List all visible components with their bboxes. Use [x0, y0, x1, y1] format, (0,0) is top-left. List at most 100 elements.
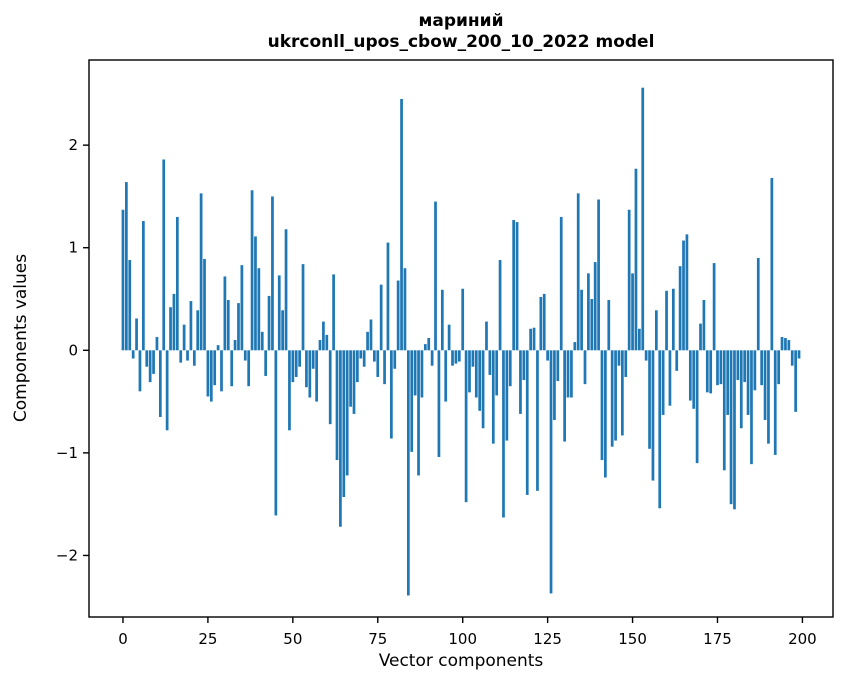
bar — [685, 234, 689, 351]
bar — [213, 350, 217, 386]
bar — [423, 344, 427, 351]
bar — [406, 350, 410, 596]
bar — [457, 350, 461, 362]
bar — [128, 260, 132, 351]
bar — [763, 350, 767, 421]
bar — [661, 350, 665, 415]
bar — [468, 350, 471, 393]
bar — [291, 350, 295, 383]
bar — [790, 350, 794, 366]
bar — [671, 288, 675, 351]
bar — [546, 350, 549, 361]
bar — [471, 350, 475, 367]
bar — [597, 199, 600, 351]
bar — [617, 350, 621, 366]
bar — [152, 350, 155, 374]
bar — [502, 350, 505, 518]
bar — [512, 220, 516, 351]
x-tick-label: 175 — [703, 630, 732, 648]
bar — [580, 289, 583, 351]
bar — [549, 350, 553, 594]
bar — [651, 350, 655, 481]
bar — [332, 274, 335, 351]
x-tick-label: 25 — [198, 630, 217, 648]
bar — [247, 350, 251, 387]
bar — [158, 350, 162, 417]
bar — [638, 328, 641, 351]
bar — [356, 350, 359, 383]
bar — [444, 350, 448, 402]
bar — [131, 350, 135, 359]
y-tick-label: 2 — [68, 136, 78, 154]
bar — [760, 350, 764, 386]
bar — [366, 331, 369, 351]
bar — [281, 310, 284, 351]
bar — [318, 340, 322, 351]
bar — [532, 327, 536, 351]
x-tick-label: 75 — [368, 630, 387, 648]
bar — [230, 350, 234, 387]
bar — [226, 300, 230, 351]
bar — [682, 240, 685, 351]
bar — [145, 350, 149, 367]
bar — [787, 340, 791, 351]
bar — [274, 350, 278, 516]
bar — [525, 350, 529, 495]
bar — [573, 342, 577, 351]
bar — [349, 350, 352, 407]
bar — [220, 350, 223, 392]
bar — [716, 350, 719, 386]
bar — [257, 268, 261, 351]
bar — [600, 350, 604, 461]
bar — [322, 321, 325, 351]
bar — [485, 321, 488, 351]
bar — [294, 350, 298, 377]
bar — [644, 350, 648, 361]
bar — [216, 345, 220, 351]
bar — [301, 264, 305, 351]
bar — [339, 350, 342, 527]
bar — [345, 350, 349, 476]
bar — [498, 260, 502, 351]
bar — [610, 350, 614, 447]
bar — [773, 350, 777, 455]
bar — [641, 87, 645, 351]
bar — [692, 350, 696, 409]
bar — [743, 350, 747, 383]
bar — [607, 300, 611, 351]
bar — [237, 303, 240, 351]
bar — [522, 350, 526, 381]
bar — [203, 259, 206, 351]
bar — [264, 350, 268, 376]
bar — [138, 350, 142, 392]
bar — [756, 257, 760, 351]
bar — [750, 350, 753, 465]
bar — [780, 336, 784, 351]
bar — [125, 182, 128, 351]
bar — [186, 350, 189, 361]
bar — [284, 229, 288, 351]
bar — [491, 350, 495, 444]
bar — [430, 350, 434, 366]
bar — [451, 350, 454, 366]
bar — [199, 193, 203, 351]
bar — [593, 262, 597, 351]
x-tick-label: 200 — [788, 630, 817, 648]
bar — [505, 350, 509, 441]
bar — [583, 350, 587, 385]
bar — [328, 350, 332, 425]
bar — [739, 350, 743, 429]
axes-box — [88, 59, 834, 618]
bar — [556, 350, 560, 382]
bar — [797, 350, 801, 359]
bar — [383, 350, 386, 385]
bar — [668, 350, 672, 406]
bar — [539, 296, 543, 351]
bar — [675, 350, 679, 371]
bar — [590, 299, 594, 351]
y-tick-label: −1 — [56, 444, 78, 462]
bar — [373, 350, 376, 362]
bar — [474, 350, 478, 398]
bar — [553, 350, 556, 421]
bar — [570, 350, 573, 398]
